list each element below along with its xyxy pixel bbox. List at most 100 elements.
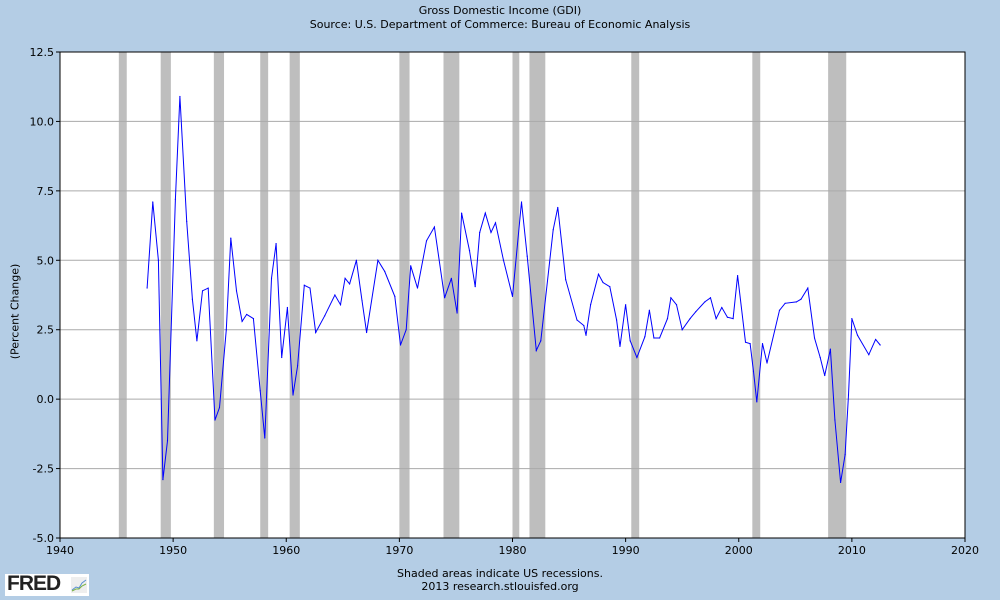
data-point [484, 212, 486, 214]
data-point [214, 419, 216, 421]
data-point [766, 362, 768, 364]
data-point [625, 304, 627, 306]
data-point [361, 299, 363, 302]
data-point [597, 273, 600, 275]
data-point [334, 294, 336, 296]
x-tick-label: 1990 [612, 544, 640, 557]
data-point [450, 277, 453, 279]
data-point [286, 306, 288, 309]
data-point [609, 286, 611, 288]
data-point [511, 295, 514, 297]
data-point [875, 338, 877, 341]
data-point [557, 206, 559, 209]
data-point [526, 255, 528, 257]
recession-band [260, 52, 269, 538]
recession-band [631, 52, 640, 538]
data-point [241, 320, 243, 322]
data-point [218, 406, 221, 409]
plot-border [59, 51, 966, 539]
data-point [784, 302, 786, 304]
data-point [520, 201, 523, 203]
data-point [856, 334, 859, 336]
data-point [230, 237, 232, 239]
data-point [456, 312, 458, 314]
x-tick-label: 1960 [272, 544, 300, 557]
data-point [152, 201, 154, 203]
data-point [847, 394, 850, 396]
data-point [636, 356, 638, 359]
recession-band [213, 52, 225, 538]
data-point [761, 343, 764, 345]
data-point [704, 301, 706, 303]
recession-band [160, 52, 171, 538]
data-point [425, 240, 428, 242]
data-point [444, 297, 446, 299]
data-point [460, 212, 463, 214]
fred-logo[interactable]: FRED [5, 572, 89, 596]
data-point [146, 287, 148, 289]
data-point [494, 222, 497, 224]
data-point [207, 287, 209, 289]
data-point [162, 479, 164, 481]
data-point [583, 324, 585, 327]
data-point [166, 440, 169, 442]
data-point [726, 316, 729, 318]
x-tick-label: 1970 [385, 544, 413, 557]
data-point [648, 309, 650, 311]
data-point [324, 315, 326, 317]
data-point [675, 304, 678, 306]
data-point [186, 220, 188, 223]
data-point [535, 349, 537, 352]
data-point [502, 259, 505, 261]
data-point [296, 365, 299, 367]
y-tick-label: 7.5 [37, 185, 55, 198]
data-point [552, 229, 554, 231]
data-point [715, 318, 717, 320]
recession-band [752, 52, 761, 538]
data-point [629, 340, 631, 342]
data-point [666, 318, 669, 320]
data-point [670, 297, 672, 299]
recession-band [399, 52, 410, 538]
data-point [540, 340, 542, 342]
data-point [292, 394, 294, 396]
recession-band [443, 52, 460, 538]
data-point [585, 334, 587, 336]
data-point [658, 337, 661, 339]
y-tick-label: -2.5 [33, 463, 54, 476]
data-point [384, 270, 386, 272]
data-point [252, 318, 255, 320]
data-point [644, 336, 646, 338]
data-point [689, 318, 691, 320]
data-point [807, 287, 809, 289]
y-tick-label: 10.0 [30, 115, 55, 128]
data-point [819, 356, 821, 359]
chart-title: Gross Domestic Income (GDI) [418, 4, 582, 17]
data-point [749, 343, 751, 345]
data-point [839, 481, 842, 484]
y-tick-label: -5.0 [33, 532, 54, 545]
data-point [479, 231, 481, 234]
data-point [879, 344, 881, 346]
data-point [174, 198, 176, 200]
credit-text[interactable]: 2013 research.stlouisfed.org [421, 580, 579, 593]
data-point [433, 226, 436, 228]
recession-band [289, 52, 300, 538]
data-point [365, 331, 368, 334]
data-point [225, 329, 227, 331]
data-point [752, 370, 755, 372]
data-point [619, 345, 621, 347]
series-line-gdi [146, 96, 881, 483]
data-point [355, 259, 357, 261]
data-point [695, 311, 697, 313]
data-point [653, 337, 655, 339]
data-point [196, 340, 198, 342]
data-point [813, 337, 816, 339]
data-point [416, 287, 419, 289]
recession-band [512, 52, 520, 538]
data-point [235, 290, 238, 292]
data-point [756, 401, 758, 403]
recession-band [118, 52, 127, 538]
data-point [737, 274, 739, 277]
